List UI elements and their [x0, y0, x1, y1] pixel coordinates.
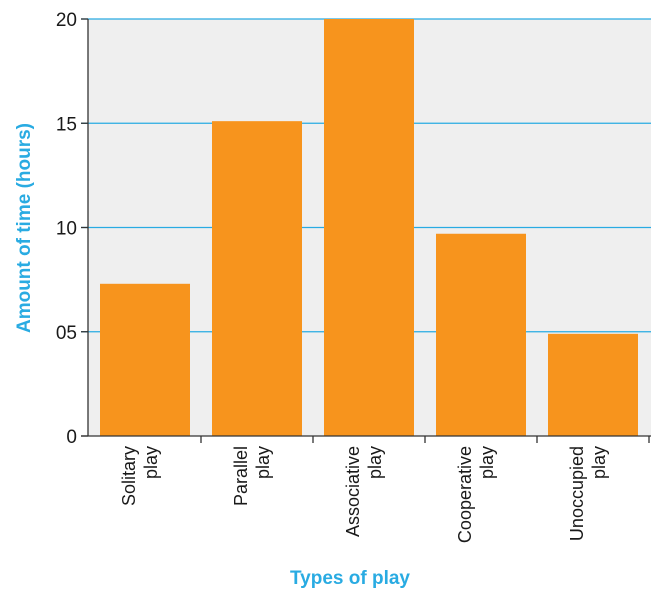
y-tick-label: 15 — [56, 114, 77, 135]
axes — [81, 18, 651, 443]
x-category-label: Solitary play — [119, 446, 161, 506]
x-category-labels: Solitary play Parallel play Associative play C… — [119, 446, 609, 543]
x-category-label-line: Solitary — [119, 446, 139, 506]
x-category-label-line: play — [477, 446, 497, 479]
x-category-label-line: Cooperative — [455, 446, 475, 543]
x-category-label: Parallel play — [231, 446, 273, 506]
bar — [324, 19, 414, 436]
bar — [212, 121, 302, 436]
bars — [100, 19, 638, 436]
x-category-label-line: play — [253, 446, 273, 479]
x-category-label-line: play — [141, 446, 161, 479]
bar — [100, 283, 190, 436]
x-category-label-line: Parallel — [231, 446, 251, 506]
x-category-label-line: Associative — [343, 446, 363, 537]
x-category-label: Associative play — [343, 446, 385, 537]
bar — [548, 333, 638, 436]
x-category-label: Cooperative play — [455, 446, 497, 543]
x-category-label-line: play — [589, 446, 609, 479]
bar — [436, 233, 526, 436]
y-tick-label: 10 — [56, 219, 77, 240]
y-tick-labels: 0 05 10 15 20 — [56, 10, 77, 448]
y-tick-label: 0 — [66, 427, 77, 448]
y-tick-label: 20 — [56, 10, 77, 31]
x-category-label-line: Unoccupied — [567, 446, 587, 541]
x-axis-title: Types of play — [290, 568, 410, 589]
y-tick-label: 05 — [56, 323, 77, 344]
x-category-label: Unoccupied play — [567, 446, 609, 541]
x-category-label-line: play — [365, 446, 385, 479]
y-axis-title: Amount of time (hours) — [14, 123, 35, 333]
